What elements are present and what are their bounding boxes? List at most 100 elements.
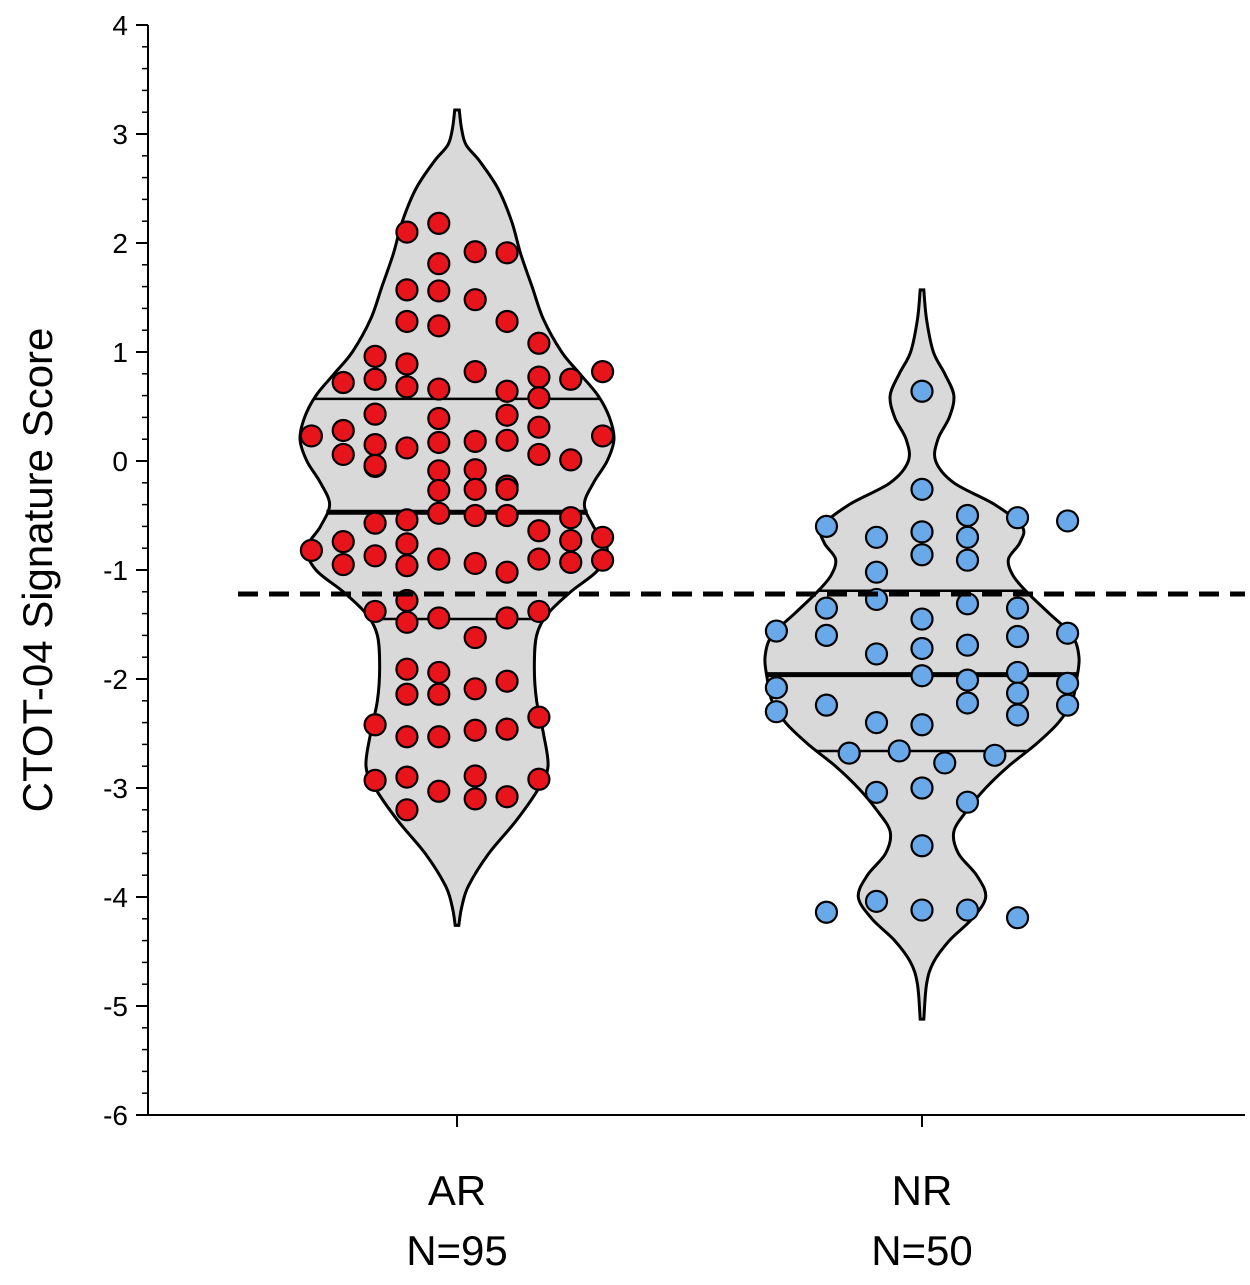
y-tick-label: -3 bbox=[103, 773, 128, 804]
labels-layer: AR N=95 NR N=50 4 3 2 1 0 -1 -2 -3 -4 -5 -6 bbox=[103, 10, 973, 1274]
group-count-ar: N=95 bbox=[406, 1227, 508, 1274]
data-point bbox=[955, 548, 980, 572]
data-point bbox=[299, 538, 323, 562]
data-point bbox=[395, 798, 419, 822]
data-point bbox=[814, 623, 839, 648]
data-point bbox=[495, 428, 519, 452]
data-point bbox=[427, 725, 451, 749]
data-point bbox=[559, 528, 583, 553]
data-point bbox=[1055, 621, 1080, 645]
data-point bbox=[395, 725, 419, 749]
data-point bbox=[463, 718, 487, 742]
data-point bbox=[527, 386, 551, 410]
data-point bbox=[463, 677, 487, 701]
data-point bbox=[395, 436, 419, 460]
data-point bbox=[910, 776, 934, 800]
data-point bbox=[427, 314, 451, 338]
data-point bbox=[814, 596, 839, 620]
data-point bbox=[910, 607, 934, 631]
data-point bbox=[864, 525, 889, 549]
data-point bbox=[363, 713, 387, 737]
data-point bbox=[463, 458, 487, 482]
data-point bbox=[590, 424, 615, 448]
data-point bbox=[495, 785, 519, 809]
data-point bbox=[527, 365, 551, 389]
data-point bbox=[395, 610, 419, 634]
y-tick-label: -6 bbox=[103, 1100, 128, 1131]
data-point bbox=[955, 503, 980, 528]
data-point bbox=[527, 415, 551, 439]
data-point bbox=[864, 710, 889, 735]
data-point bbox=[463, 503, 487, 528]
data-point bbox=[395, 657, 419, 681]
data-point bbox=[590, 360, 615, 384]
data-point bbox=[864, 560, 889, 584]
data-point bbox=[955, 525, 980, 549]
data-point bbox=[363, 511, 387, 535]
data-point bbox=[363, 344, 387, 368]
data-point bbox=[299, 424, 323, 448]
data-point bbox=[363, 367, 387, 391]
y-tick-label: 3 bbox=[112, 119, 128, 150]
y-tick-label: 0 bbox=[112, 446, 128, 477]
y-tick-label: 1 bbox=[112, 337, 128, 368]
data-point bbox=[463, 551, 487, 576]
y-tick-label: 4 bbox=[112, 10, 128, 41]
data-point bbox=[363, 768, 387, 792]
data-point bbox=[395, 532, 419, 556]
data-point bbox=[910, 898, 934, 922]
y-tick-label: -5 bbox=[103, 991, 128, 1022]
data-point bbox=[395, 375, 419, 399]
axes-layer bbox=[136, 24, 1245, 1127]
data-point bbox=[527, 599, 551, 624]
points-layer bbox=[299, 211, 1080, 930]
data-point bbox=[590, 525, 615, 549]
data-point bbox=[395, 352, 419, 376]
data-point bbox=[955, 898, 980, 922]
data-point bbox=[395, 220, 419, 244]
data-point bbox=[495, 309, 519, 334]
data-point bbox=[527, 519, 551, 543]
data-point bbox=[527, 705, 551, 729]
data-point bbox=[395, 682, 419, 706]
y-axis-title: CTOT-04 Signature Score bbox=[14, 328, 61, 813]
data-point bbox=[331, 418, 355, 443]
data-point bbox=[910, 520, 934, 544]
data-point bbox=[363, 599, 387, 624]
data-point bbox=[1005, 681, 1030, 705]
data-point bbox=[463, 787, 487, 811]
data-point bbox=[814, 900, 839, 924]
data-point bbox=[395, 765, 419, 789]
data-point bbox=[495, 669, 519, 693]
data-point bbox=[495, 717, 519, 741]
data-point bbox=[814, 514, 839, 539]
data-point bbox=[495, 403, 519, 427]
data-point bbox=[395, 278, 419, 302]
data-point bbox=[331, 530, 355, 554]
group-count-nr: N=50 bbox=[871, 1227, 973, 1274]
data-point bbox=[463, 477, 487, 501]
data-point bbox=[1005, 506, 1030, 530]
data-point bbox=[1005, 624, 1030, 649]
data-point bbox=[910, 834, 934, 858]
y-tick-label: -2 bbox=[103, 664, 128, 695]
data-point bbox=[910, 379, 934, 403]
data-point bbox=[955, 691, 980, 715]
data-point bbox=[887, 739, 911, 763]
data-point bbox=[814, 693, 839, 717]
data-point bbox=[933, 751, 957, 775]
data-point bbox=[864, 780, 889, 804]
data-point bbox=[427, 682, 451, 706]
data-point bbox=[463, 360, 487, 384]
data-point bbox=[864, 889, 889, 913]
x-tick-label-nr: NR bbox=[892, 1167, 953, 1214]
data-point bbox=[331, 442, 355, 467]
data-point bbox=[764, 619, 789, 643]
data-point bbox=[427, 279, 451, 303]
data-point bbox=[463, 625, 487, 650]
x-tick-label-ar: AR bbox=[428, 1167, 486, 1214]
data-point bbox=[495, 477, 519, 501]
y-tick-label: -4 bbox=[103, 882, 128, 913]
